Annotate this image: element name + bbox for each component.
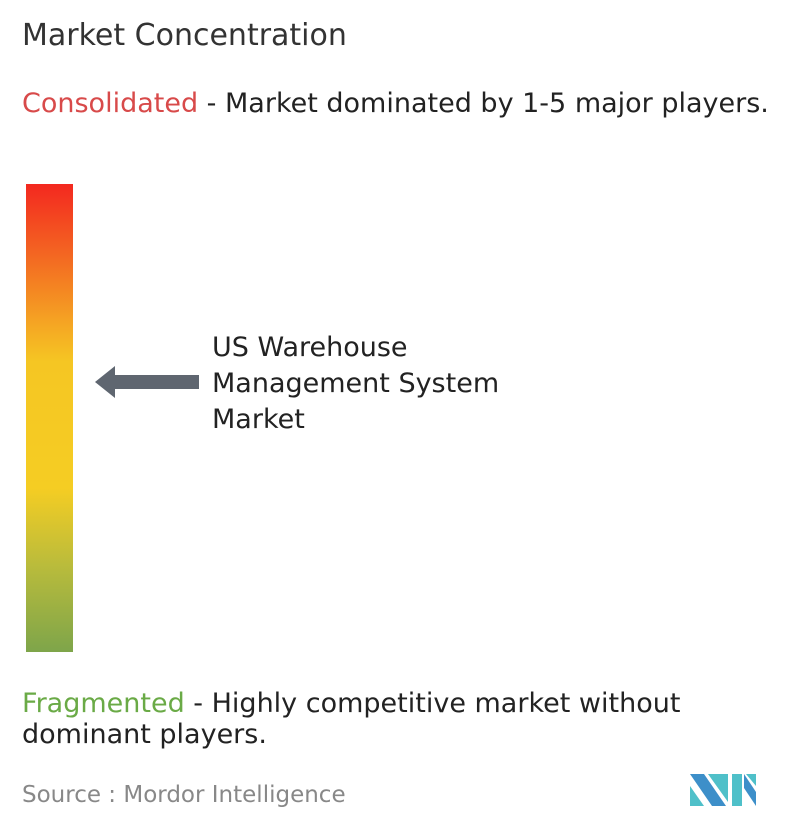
- source-text: Source : Mordor Intelligence: [22, 782, 346, 808]
- consolidated-text: - Market dominated by 1-5 major players.: [198, 88, 769, 119]
- mordor-logo-icon: [690, 774, 756, 806]
- arrow-left-icon: [95, 366, 199, 398]
- fragmented-label: Fragmented: [22, 688, 185, 719]
- page-title: Market Concentration: [22, 18, 347, 53]
- market-label: US Warehouse Management System Market: [212, 332, 500, 435]
- consolidated-label: Consolidated: [22, 88, 199, 119]
- fragmented-text: - Highly competitive market without domi…: [22, 688, 681, 750]
- fragmented-description: Fragmented - Highly competitive market w…: [22, 688, 792, 750]
- concentration-gradient-bar: [26, 184, 73, 652]
- consolidated-description: Consolidated - Market dominated by 1-5 m…: [22, 88, 792, 119]
